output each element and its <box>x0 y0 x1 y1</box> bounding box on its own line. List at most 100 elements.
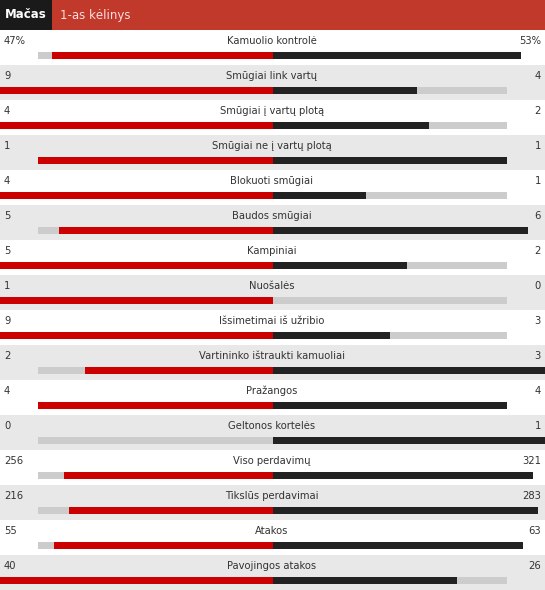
Bar <box>0 65 545 100</box>
Text: 26: 26 <box>528 561 541 571</box>
Text: 0: 0 <box>535 281 541 291</box>
Bar <box>272 52 521 58</box>
Bar <box>0 30 545 65</box>
Text: 5: 5 <box>4 246 10 256</box>
Bar <box>0 100 545 135</box>
Bar <box>272 227 528 234</box>
Text: 40: 40 <box>4 561 16 571</box>
Text: Atakos: Atakos <box>255 526 289 536</box>
Text: Vartininko ištraukti kamuoliai: Vartininko ištraukti kamuoliai <box>199 351 345 361</box>
Text: 53%: 53% <box>519 36 541 46</box>
Bar <box>38 157 272 163</box>
Bar <box>38 157 507 163</box>
Bar <box>0 192 272 199</box>
Text: 55: 55 <box>4 526 17 536</box>
Bar <box>38 122 507 129</box>
Text: Tikslūs perdavimai: Tikslūs perdavimai <box>225 491 319 501</box>
Bar <box>0 415 545 450</box>
Bar <box>0 520 545 555</box>
Bar <box>272 87 417 94</box>
Bar <box>272 122 429 129</box>
Text: 283: 283 <box>522 491 541 501</box>
Text: 63: 63 <box>528 526 541 536</box>
Bar <box>38 437 507 444</box>
Bar <box>38 227 507 234</box>
Text: 256: 256 <box>4 456 23 466</box>
Text: Išsimetimai iš užribio: Išsimetimai iš užribio <box>219 316 325 326</box>
Bar <box>272 192 366 199</box>
Bar <box>38 192 507 199</box>
Bar <box>272 367 545 373</box>
Bar <box>38 332 507 339</box>
Bar <box>272 402 507 409</box>
Text: 4: 4 <box>4 106 10 116</box>
Bar <box>272 437 545 444</box>
Bar <box>69 507 272 514</box>
Bar <box>0 262 272 268</box>
Bar <box>0 122 272 129</box>
Bar <box>52 52 272 58</box>
Bar <box>0 240 545 275</box>
Bar <box>38 471 507 478</box>
Text: 1: 1 <box>535 421 541 431</box>
Text: 9: 9 <box>4 71 10 81</box>
Text: 4: 4 <box>4 386 10 396</box>
Bar <box>0 0 52 30</box>
Text: 6: 6 <box>535 211 541 221</box>
Text: 0: 0 <box>4 421 10 431</box>
Bar <box>85 367 272 373</box>
Bar <box>0 332 272 339</box>
Bar <box>272 332 390 339</box>
Bar <box>0 450 545 485</box>
Bar <box>272 576 457 584</box>
Bar <box>38 52 507 58</box>
Bar <box>38 507 507 514</box>
Bar <box>272 471 534 478</box>
Bar <box>0 87 272 94</box>
Text: 47%: 47% <box>4 36 26 46</box>
Text: Smūgiai į vartų plotą: Smūgiai į vartų plotą <box>220 106 324 116</box>
Text: 1-as kėlinys: 1-as kėlinys <box>60 8 130 21</box>
Text: Pavojingos atakos: Pavojingos atakos <box>227 561 317 571</box>
Bar <box>0 345 545 380</box>
Text: Smūgiai link vartų: Smūgiai link vartų <box>227 71 318 81</box>
Bar <box>0 576 272 584</box>
Text: 4: 4 <box>535 386 541 396</box>
Bar <box>59 227 272 234</box>
Bar <box>0 380 545 415</box>
Text: Kampiniai: Kampiniai <box>247 246 296 256</box>
Text: 3: 3 <box>535 316 541 326</box>
Text: 1: 1 <box>535 141 541 151</box>
Bar <box>0 310 545 345</box>
Text: 321: 321 <box>522 456 541 466</box>
Bar <box>38 576 507 584</box>
Text: 1: 1 <box>4 281 10 291</box>
Bar <box>0 555 545 590</box>
Text: 2: 2 <box>535 246 541 256</box>
Bar <box>38 402 507 409</box>
Bar <box>38 262 507 268</box>
Bar <box>0 205 545 240</box>
Text: 1: 1 <box>535 176 541 186</box>
Bar <box>0 485 545 520</box>
Text: Baudos smūgiai: Baudos smūgiai <box>232 211 312 221</box>
Bar <box>38 367 507 373</box>
Bar <box>0 297 272 304</box>
Bar <box>64 471 272 478</box>
Text: 4: 4 <box>4 176 10 186</box>
Text: 2: 2 <box>535 106 541 116</box>
Text: Pražangos: Pražangos <box>246 386 298 396</box>
Bar <box>38 297 507 304</box>
Bar <box>0 275 545 310</box>
Bar <box>272 157 507 163</box>
Bar <box>272 507 538 514</box>
Text: 216: 216 <box>4 491 23 501</box>
Text: Nuošalės: Nuošalės <box>249 281 295 291</box>
Text: Mačas: Mačas <box>5 8 47 21</box>
Text: 5: 5 <box>4 211 10 221</box>
Bar <box>54 542 272 549</box>
Bar <box>38 87 507 94</box>
Bar <box>38 402 272 409</box>
Text: 4: 4 <box>535 71 541 81</box>
Text: Viso perdavimų: Viso perdavimų <box>233 456 311 466</box>
